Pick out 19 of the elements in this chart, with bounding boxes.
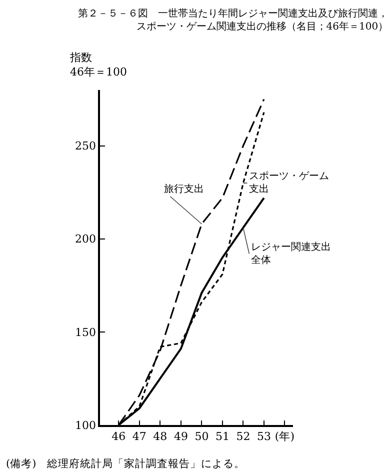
series-label: 旅行支出: [164, 183, 204, 195]
y-tick-label: 150: [75, 326, 96, 339]
x-tick-label: 49: [174, 430, 188, 443]
x-tick-label: (年): [274, 430, 294, 443]
y-tick-label: 200: [75, 232, 96, 246]
chart-title: 第２－５－６図 一世帯当たり年間レジャー関連支出及び旅行関連，スポーツ・ゲーム関連支出の推移（名目；46年＝100）: [78, 8, 388, 33]
x-tick-label: 52: [236, 430, 250, 443]
series-label: スポーツ・ゲーム支出: [249, 171, 329, 195]
x-tick-label: 51: [215, 430, 230, 443]
x-tick-label: 48: [153, 430, 168, 443]
x-tick-label: 47: [132, 430, 146, 443]
x-tick-label: 53: [256, 430, 271, 443]
x-tick-label: 50: [194, 430, 209, 443]
y-tick-label: 250: [75, 140, 96, 153]
y-tick-label: 100: [75, 418, 96, 432]
series-label: レジャー関連支出全体: [251, 241, 331, 266]
x-tick-label: 46: [112, 430, 126, 443]
text: (備考) 総理府統計局「家計調査報告」による。: [6, 457, 246, 470]
y-axis-title: 指数46年＝100: [69, 51, 127, 78]
